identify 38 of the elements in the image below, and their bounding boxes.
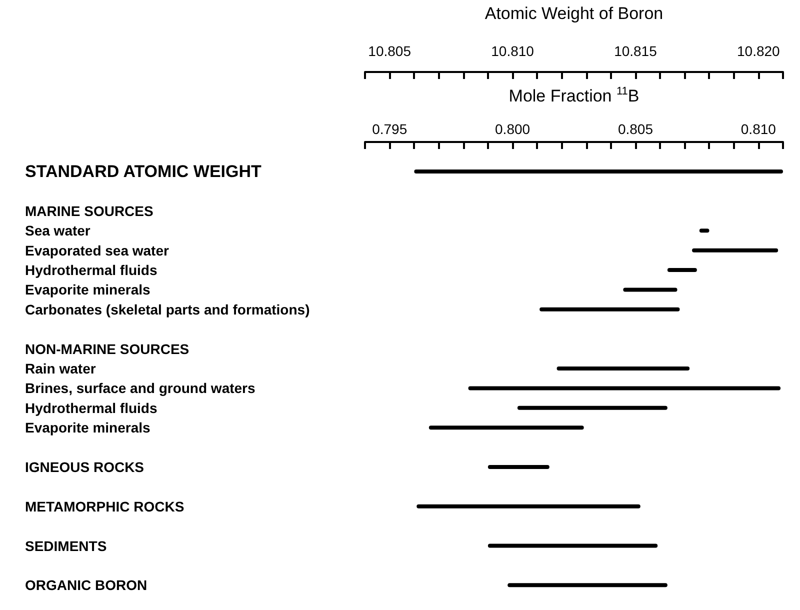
y-tick-label: Carbonates (skeletal parts and formations): [25, 301, 310, 318]
y-tick-label: METAMORPHIC ROCKS: [25, 498, 184, 514]
y-tick-label: MARINE SOURCES: [25, 202, 154, 219]
x2-tick-label: 10.815: [614, 43, 658, 59]
y-tick-label: NON-MARINE SOURCES: [25, 340, 190, 357]
bar: [468, 386, 781, 390]
bar: [488, 464, 550, 469]
y-tick-label: Sea water: [25, 222, 91, 239]
bar: [508, 583, 668, 588]
x2-tick-label: 10.820: [737, 43, 780, 59]
y-tick-label: Brines, surface and ground waters: [25, 380, 256, 396]
bar: [416, 504, 640, 508]
bar: [540, 307, 680, 312]
y-tick-label: STANDARD ATOMIC WEIGHT: [25, 162, 262, 182]
x-tick-label: 0.805: [618, 121, 654, 137]
bar: [517, 406, 668, 410]
bar: [692, 248, 778, 252]
y-tick-label: SEDIMENTS: [25, 538, 107, 554]
x2-tick-label: 10.805: [368, 43, 412, 59]
y-tick-label: Hydrothermal fluids: [25, 400, 158, 416]
x-tick-label: 0.810: [740, 121, 776, 137]
x2-axis-title: Atomic Weight of Boron: [484, 4, 664, 23]
y-tick-label: Hydrothermal fluids: [25, 262, 158, 278]
bar: [556, 366, 690, 370]
y-tick-label: IGNEOUS ROCKS: [25, 458, 144, 475]
x2-tick-label: 10.810: [491, 43, 534, 59]
y-tick-label: ORGANIC BORON: [25, 577, 148, 594]
bar: [414, 170, 783, 174]
bar: [667, 268, 697, 272]
x-tick-label: 0.795: [372, 121, 408, 137]
bar: [488, 544, 658, 548]
y-tick-label: Evaporite minerals: [25, 420, 150, 436]
bar: [623, 288, 678, 292]
y-tick-label: Rain water: [25, 360, 96, 376]
y-tick-label: Evaporite minerals: [25, 282, 150, 298]
y-tick-label: Evaporated sea water: [25, 242, 170, 258]
bar: [428, 426, 584, 430]
x-tick-label: 0.800: [495, 121, 530, 137]
